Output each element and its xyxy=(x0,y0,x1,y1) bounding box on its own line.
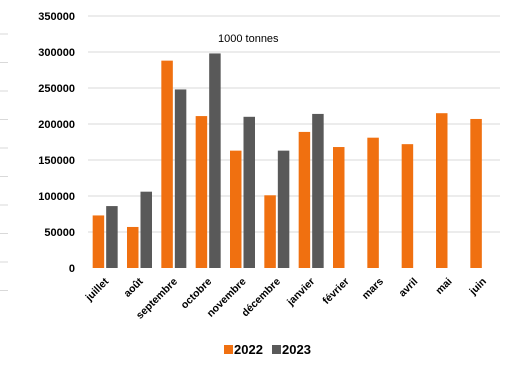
bar-2023-octobre xyxy=(209,53,221,268)
bar-2023-août xyxy=(141,192,153,268)
bar-2022-février xyxy=(333,147,345,268)
bar-2023-janvier xyxy=(312,114,324,268)
y-tick-label: 250000 xyxy=(38,83,75,95)
y-tick-label: 200000 xyxy=(38,119,75,131)
bars xyxy=(93,53,482,268)
y-tick-label: 0 xyxy=(69,263,75,275)
legend-swatch-2022 xyxy=(224,345,233,354)
x-axis-ticks: juillet aoûtseptembreoctobrenovembredécem… xyxy=(83,275,489,321)
bar-2022-décembre xyxy=(264,195,276,268)
y-tick-label: 300000 xyxy=(38,47,75,59)
x-tick-label: avril xyxy=(397,276,421,300)
x-tick-label: juillet xyxy=(83,275,112,304)
bar-2022-mai xyxy=(436,113,448,268)
y-tick-label: 350000 xyxy=(38,11,75,23)
y-tick-label: 50000 xyxy=(44,227,75,239)
bar-2022-avril xyxy=(402,144,414,268)
bar-2022-juillet xyxy=(93,215,105,268)
x-tick-label: février xyxy=(320,276,351,307)
x-tick-label: août xyxy=(121,275,146,300)
bar-2023-novembre xyxy=(244,117,256,268)
legend-label: 2022 xyxy=(234,342,263,357)
bar-2023-décembre xyxy=(278,151,290,268)
x-tick-label: janvier xyxy=(284,276,317,309)
unit-annotation: 1000 tonnes xyxy=(218,33,279,45)
legend-swatch-2023 xyxy=(272,345,281,354)
bar-2023-juillet xyxy=(106,206,118,268)
bar-2022-août xyxy=(127,227,139,268)
legend: 2022 2023 xyxy=(224,342,311,357)
bar-2022-novembre xyxy=(230,151,242,268)
left-edge-ticks xyxy=(0,34,8,291)
y-tick-label: 150000 xyxy=(38,155,75,167)
x-tick-label: mai xyxy=(433,276,454,297)
bar-2022-mars xyxy=(367,138,379,268)
bar-2022-octobre xyxy=(196,116,208,268)
y-tick-label: 100000 xyxy=(38,191,75,203)
bar-2022-juin xyxy=(470,119,482,268)
y-axis-ticks: 0 50000 100000 150000 200000 250000 300000 3500… xyxy=(38,11,75,275)
legend-label: 2023 xyxy=(282,342,311,357)
bar-2022-janvier xyxy=(299,132,311,268)
x-tick-label: mars xyxy=(360,276,386,302)
bar-2022-septembre xyxy=(161,61,173,268)
x-tick-label: juin xyxy=(467,276,489,298)
bar-2023-septembre xyxy=(175,89,187,268)
